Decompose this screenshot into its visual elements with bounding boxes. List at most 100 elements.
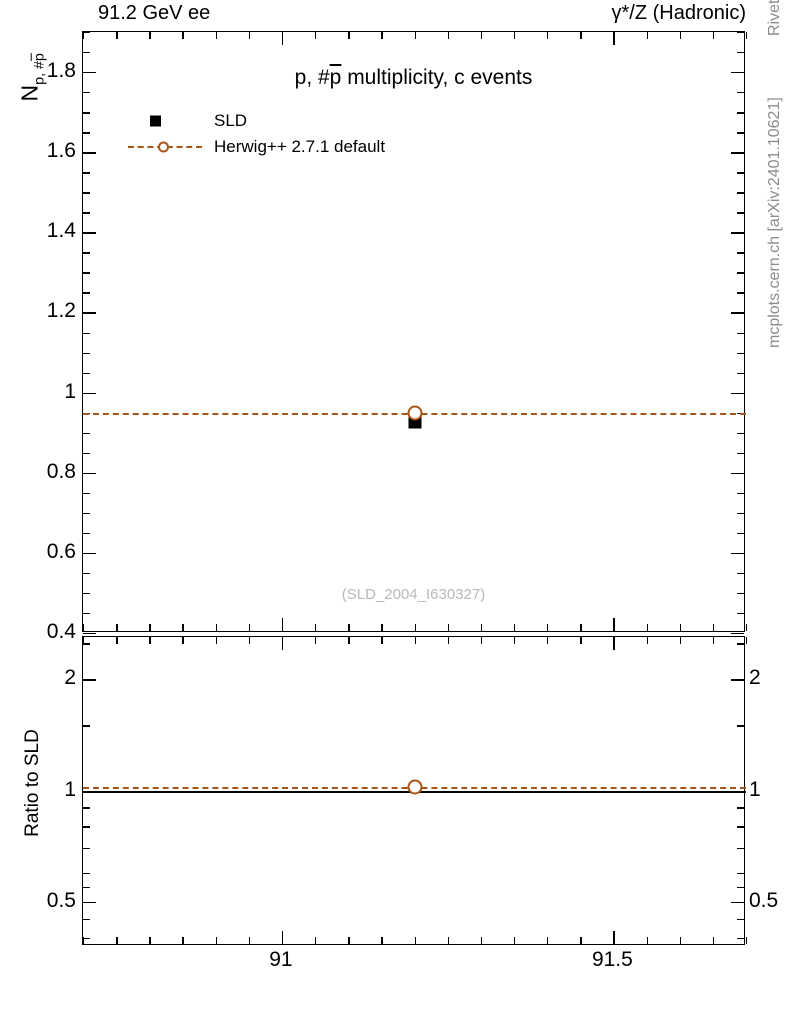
axis-tick: [149, 937, 151, 944]
axis-tick: [731, 633, 744, 635]
axis-tick: [83, 292, 90, 294]
axis-tick: [731, 232, 744, 234]
axis-tick: [737, 292, 744, 294]
axis-tick: [83, 886, 90, 888]
axis-tick: [248, 637, 251, 644]
y-axis-tick-labels-ratio: 2 1 0.5: [0, 636, 76, 945]
axis-tick: [737, 452, 744, 455]
y-tick-label: 0.4: [46, 620, 76, 643]
legend-marker-filled-square-icon: [128, 110, 202, 132]
x-tick-label: 91.5: [591, 948, 633, 971]
axis-tick: [348, 637, 350, 644]
axis-tick: [414, 637, 416, 644]
axis-tick: [737, 252, 744, 254]
axis-tick: [215, 937, 217, 944]
y-tick-label: 0.6: [46, 539, 76, 563]
axis-tick: [149, 32, 151, 39]
axis-tick: [83, 432, 90, 435]
axis-tick: [737, 52, 744, 54]
y-tick-label: 0.8: [46, 459, 76, 483]
axis-tick: [315, 937, 317, 944]
axis-tick: [737, 212, 744, 214]
axis-tick: [580, 637, 582, 644]
axis-tick: [83, 352, 90, 354]
axis-tick: [215, 32, 217, 39]
axis-tick: [281, 618, 284, 631]
axis-tick: [613, 32, 615, 45]
axis-tick: [480, 637, 483, 644]
axis-tick: [737, 826, 744, 828]
axis-tick: [83, 512, 90, 515]
axis-tick: [116, 937, 118, 944]
axis-tick: [83, 725, 90, 727]
axis-tick: [83, 112, 90, 114]
axis-tick: [83, 452, 90, 455]
axis-tick: [746, 624, 748, 631]
axis-tick: [646, 637, 648, 644]
axis-tick: [731, 72, 744, 74]
axis-tick: [737, 807, 744, 809]
axis-tick: [746, 32, 748, 39]
axis-tick: [116, 624, 118, 631]
axis-tick: [414, 624, 416, 631]
axis-tick: [547, 624, 549, 631]
axis-tick: [381, 637, 383, 644]
legend-item-sld[interactable]: SLD: [128, 108, 385, 134]
ratio-y-tick-label: 1: [64, 777, 76, 801]
x-tick-label: 91: [269, 948, 293, 971]
axis-tick: [613, 931, 615, 944]
axis-tick: [83, 901, 96, 904]
axis-tick: [83, 643, 90, 645]
axis-tick: [731, 152, 744, 154]
axis-tick: [737, 512, 744, 515]
axis-tick: [83, 572, 90, 575]
axis-tick: [83, 807, 90, 809]
ratio-y-tick-label-right: 2: [749, 666, 761, 690]
axis-tick: [83, 372, 90, 374]
process-label: γ*/Z (Hadronic): [611, 2, 746, 24]
axis-tick: [348, 937, 350, 944]
axis-tick: [83, 252, 90, 254]
axis-tick: [679, 32, 682, 39]
axis-tick: [83, 272, 90, 274]
axis-tick: [182, 937, 184, 944]
axis-tick: [447, 624, 450, 631]
plot-title-antiproton: p: [329, 66, 342, 89]
plot-title-pre: p, #: [294, 66, 330, 89]
axis-tick: [83, 552, 96, 555]
axis-tick: [83, 592, 90, 595]
axis-tick: [348, 32, 350, 39]
axis-tick: [547, 637, 549, 644]
axis-tick: [414, 32, 416, 39]
axis-tick: [480, 937, 483, 944]
axis-tick: [182, 637, 184, 644]
axis-tick: [746, 637, 748, 644]
axis-tick: [315, 624, 317, 631]
ratio-point-herwig: [407, 779, 422, 795]
axis-tick: [83, 918, 90, 921]
axis-tick: [83, 192, 90, 194]
axis-tick: [83, 332, 90, 334]
y-axis-tick-labels-main: 1.8 1.6 1.4 1.2 1 0.8 0.6 0.4: [0, 31, 76, 643]
axis-tick: [281, 931, 284, 944]
legend-item-herwig[interactable]: Herwig++ 2.7.1 default: [128, 134, 385, 160]
axis-tick: [580, 624, 582, 631]
beam-energy-label: 91.2 GeV ee: [98, 2, 211, 24]
axis-tick: [83, 392, 96, 394]
axis-tick: [83, 472, 96, 475]
axis-tick: [83, 624, 85, 631]
axis-tick: [547, 937, 549, 944]
axis-tick: [381, 32, 383, 39]
axis-tick: [83, 637, 85, 644]
axis-tick: [83, 612, 90, 615]
axis-tick: [737, 32, 744, 34]
axis-tick: [712, 637, 715, 644]
y-tick-label: 1: [64, 379, 76, 403]
axis-tick: [281, 32, 284, 45]
rivet-credit-text: Rivet 4.1.0, 100k events: [766, 0, 784, 36]
y-tick-label: 1.4: [46, 219, 76, 243]
axis-tick: [83, 633, 96, 635]
axis-tick: [737, 886, 744, 888]
axis-tick: [83, 872, 90, 874]
axis-tick: [116, 32, 118, 39]
